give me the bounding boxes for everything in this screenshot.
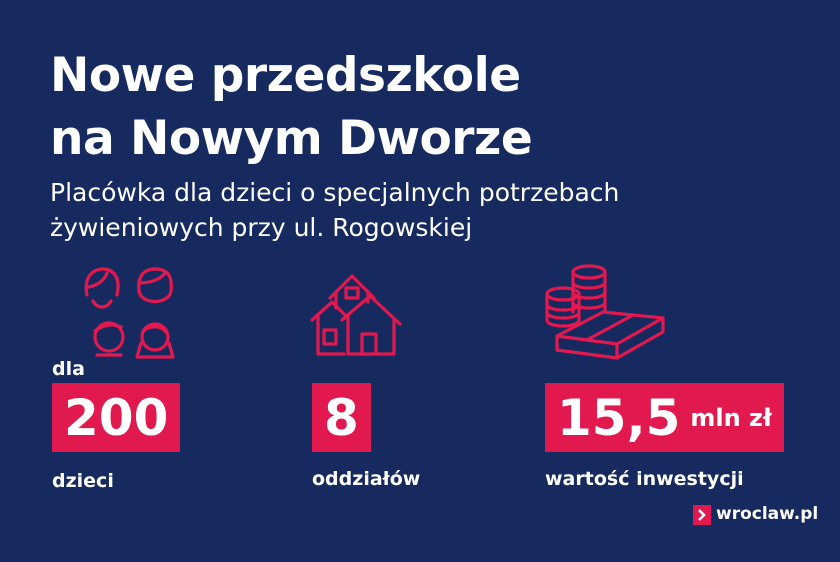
stat-value: 15,5 — [557, 388, 681, 447]
stat-label: oddziałów — [312, 468, 421, 490]
stat-box: 8 — [312, 383, 371, 452]
stat-label: wartość inwestycji — [545, 468, 744, 490]
stat-value: 8 — [324, 388, 359, 447]
stat-box: 15,5 mln zł — [545, 383, 784, 452]
logo-text[interactable]: wroclaw.pl — [716, 504, 819, 524]
children-icon — [84, 267, 175, 359]
stat-label: dzieci — [52, 470, 114, 492]
stat-box: 200 — [52, 383, 181, 452]
coins-icon — [545, 264, 665, 360]
stat-unit: mln zł — [690, 403, 772, 432]
subtitle-line: żywieniowych przy ul. Rogowskiej — [50, 213, 473, 242]
stat-prefix: dla — [52, 358, 85, 380]
logo-mark — [693, 505, 711, 525]
title-line: Nowe przedszkole — [50, 48, 521, 103]
houses-icon — [310, 274, 402, 356]
subtitle-line: Placówka dla dzieci o specjalnych potrze… — [50, 178, 620, 207]
logo-chevron — [698, 509, 706, 521]
stat-value: 200 — [64, 388, 169, 447]
title-line: na Nowym Dworze — [50, 111, 533, 166]
